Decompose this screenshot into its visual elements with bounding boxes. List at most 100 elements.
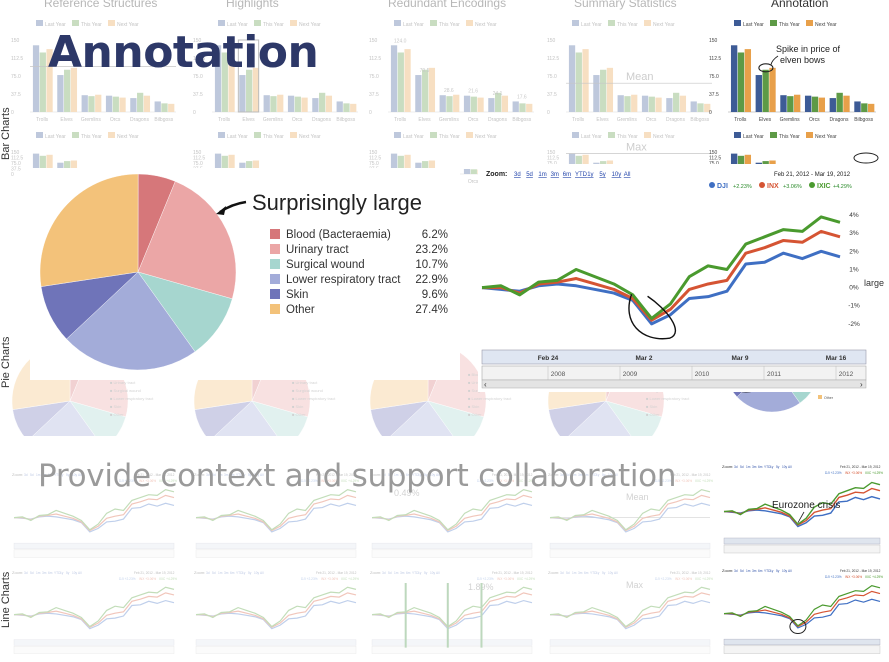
date-range: Feb 21, 2012 - Mar 19, 2012 [492,571,533,575]
zoom-option: 10y [608,473,614,477]
bar [704,103,711,112]
legend-label: Last Year [743,134,764,140]
zoom-option[interactable]: 5y [599,172,605,178]
y-tick-label: 112.5 [547,156,559,162]
zoom-option: YTD [590,473,597,477]
bar [769,67,776,112]
legend-label: ■ Lower respiratory tract [468,396,512,401]
zoom-option: 3d [560,571,564,575]
zoom-option: 10y [72,473,78,477]
series-line-inx [196,494,357,532]
zoom-option: 3d [382,473,386,477]
zoom-option: 6m [48,571,53,575]
bar [422,161,429,174]
zoom-option[interactable]: 5d [526,172,533,178]
bar [130,98,137,112]
navigator-track[interactable] [481,365,867,381]
navigator-year: 2010 [695,371,710,378]
zoom-option[interactable]: All [624,172,631,178]
legend-label: Skin [286,289,308,301]
x-tick-label: Orcs [809,117,820,123]
navigator-track [723,544,881,554]
zoom-option[interactable]: 6m [563,172,571,178]
bar [512,101,519,112]
bar-legend: Last Year This Year Next Year [572,132,675,140]
date-range: Feb 21, 2012 - Mar 19, 2012 [670,571,711,575]
zoom-bar: Zoom: 3d 5d 1m 3m 6m YTD 1y 5y 10y All [370,570,440,575]
legend-label: ■ Skin [468,404,479,409]
bar [428,160,436,174]
navigator-year: 2012 [839,371,854,378]
zoom-option: 5y [424,473,428,477]
legend-swatch [270,244,280,254]
annotation-circle [628,294,677,340]
legend-entry: INX +3.06% [139,479,156,483]
bar [501,95,509,112]
zoom-option: YTD [54,473,61,477]
zoom-option: 5y [66,473,70,477]
bar [673,92,680,112]
x-tick-label: Trolls [36,117,49,123]
legend-label: This Year [439,134,460,140]
series-line-inx [196,592,357,628]
bar [270,96,277,112]
zoom-option: 5d [740,465,744,469]
annotation-bar-chart: Last Year This Year Next Year 150 112.5 75.0 3… [709,20,876,123]
pie-slice [568,400,632,436]
zoom-option: All [436,571,440,575]
legend-entry: INX +3.06% [675,577,692,581]
bar-legend: Last Year This Year Next Year [36,20,139,28]
legend-marker [709,182,715,188]
legend-label: This Year [779,134,800,140]
faded-line-chart: Zoom: 3d 5d 1m 3m 6m YTD 1y 5y 10y All Feb 21, 2012… [12,570,177,654]
bar [57,75,64,112]
date-range: Feb 21, 2012 - Mar 19, 2012 [840,465,881,469]
zoom-option: 5y [602,571,606,575]
zoom-option: 1m [572,473,577,477]
zoom-bar: Zoom: 3d 5d 1m 3m 6m YTD 1y 5y 10y All [12,570,82,575]
legend-label: Next Year [815,134,837,140]
zoom-option: 1m [394,571,399,575]
scrollbar[interactable] [481,379,867,389]
zoom-option: 5d [566,473,570,477]
legend-swatch [806,132,813,138]
bar-value-label: 17.6 [517,94,527,100]
y-tick-label: 150 [193,150,202,156]
navigator-year: 2011 [767,371,781,378]
row-label: Bar Charts [0,107,12,160]
legend-swatch [254,132,261,138]
zoom-option[interactable]: 10y [612,172,622,178]
bar [575,52,582,112]
legend-entry: INX +3.06% [497,577,514,581]
zoom-option[interactable]: 3m [551,172,559,178]
zoom-option[interactable]: 1m [538,172,546,178]
zoom-option: 6m [406,571,411,575]
y-tick-label: -1% [848,303,860,310]
series-line-inx [14,494,175,532]
bar [325,95,333,112]
bar [679,95,687,112]
bar [463,95,471,112]
annotation-line-chart-small: Zoom: 3d 5d 1m 3m 6m YTD 1y 5y 10y All Feb 21, 2012… [722,568,883,654]
zoom-option: 10y [430,571,436,575]
legend-swatch [734,20,741,26]
x-tick-label: Elves [242,117,255,123]
bar [854,101,861,112]
y-tick-label: 75.0 [193,74,203,80]
y-tick-label: 112.5 [193,56,205,62]
legend-swatch [36,132,43,138]
zoom-option[interactable]: YTD [575,172,588,178]
navigator-bar [13,542,175,550]
bar-value-label: 21.6 [468,89,478,95]
bar [606,67,614,112]
series-line-inx [550,592,711,628]
legend-entry: DJI +2.23% [655,479,672,483]
zoom-option: 1y [770,569,774,573]
faded-bar-chart: Last Year This Year Next Year 150 112.5 75.0 3… [193,20,358,123]
zoom-option[interactable]: 3d [514,172,521,178]
legend-change: +2.23% [733,184,752,190]
legend-entry: INX +3.06% [321,577,338,581]
zoom-option[interactable]: 1y [587,172,593,178]
navigator-bar[interactable] [481,349,867,365]
zoom-bar: Zoom: 3d 5d 1m 3m 6m YTD 1y 5y 10y All [548,472,618,477]
